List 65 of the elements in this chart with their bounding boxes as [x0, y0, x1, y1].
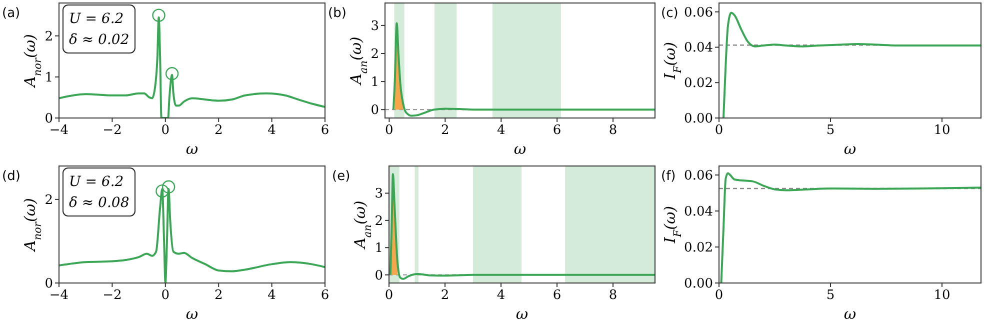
x-tick-label: 0 — [714, 288, 724, 303]
y-tick-label: 0.02 — [684, 240, 713, 256]
x-tick-label: 0 — [161, 288, 170, 303]
line-series — [720, 172, 981, 283]
y-tick-label: 0.06 — [684, 168, 713, 184]
y-tick-label: 2 — [374, 214, 383, 229]
x-tick-label: −2 — [102, 123, 122, 138]
line-series — [392, 22, 655, 117]
chart-title: (b) — [328, 6, 346, 21]
x-tick-label: 0 — [714, 123, 724, 138]
y-tick-label: 0.02 — [684, 76, 713, 92]
x-tick-label: 5 — [826, 288, 835, 303]
x-tick-label: 4 — [496, 123, 506, 138]
chart-title: (e) — [332, 169, 350, 184]
x-tick-label: 4 — [496, 288, 506, 303]
y-tick-label: 2 — [370, 46, 379, 62]
y-tick-label: 0 — [370, 103, 379, 118]
x-tick-label: 6 — [552, 288, 562, 303]
x-tick-label: −2 — [102, 288, 122, 303]
x-tick-label: 4 — [268, 123, 276, 138]
x-tick-label: 8 — [608, 288, 618, 303]
y-tick-label: 0.04 — [684, 204, 713, 220]
x-tick-label: 2 — [214, 123, 223, 138]
x-tick-label: 8 — [608, 123, 618, 138]
annotation: δ ≈ 0.02 — [69, 32, 130, 48]
y-tick-label: 1 — [370, 75, 379, 90]
chart-title: (a) — [2, 6, 20, 21]
x-tick-label: 0 — [385, 123, 394, 138]
y-tick-label: 2 — [44, 29, 53, 44]
x-axis-title: ω — [514, 140, 526, 158]
y-tick-label: 2 — [44, 192, 53, 208]
y-tick-label: 0.06 — [684, 5, 713, 20]
line-series — [389, 173, 655, 280]
x-tick-label: 2 — [440, 288, 450, 303]
x-axis-title: ω — [186, 305, 198, 323]
x-tick-label: 10 — [934, 123, 950, 138]
x-axis-title: ω — [186, 140, 198, 158]
x-axis-title: ω — [516, 305, 528, 323]
x-axis-title: ω — [844, 305, 856, 323]
x-tick-label: 0 — [384, 288, 394, 303]
annotation: U = 6.2 — [69, 11, 124, 27]
x-tick-label: 5 — [826, 123, 835, 138]
y-tick-label: 1 — [374, 241, 383, 256]
x-tick-label: 10 — [934, 288, 950, 303]
x-tick-label: 6 — [320, 123, 330, 138]
x-tick-label: 6 — [320, 288, 330, 303]
y-tick-label: 0.04 — [684, 40, 713, 56]
y-tick-label: 0 — [374, 268, 383, 284]
chart-title: (d) — [2, 169, 20, 184]
y-tick-label: 3 — [374, 186, 383, 202]
annotation: δ ≈ 0.08 — [69, 195, 130, 211]
x-tick-label: 4 — [268, 288, 276, 303]
line-series — [722, 12, 981, 118]
x-axis-title: ω — [844, 140, 856, 158]
x-tick-label: 0 — [161, 123, 170, 138]
x-tick-label: 6 — [552, 123, 562, 138]
annotation: U = 6.2 — [69, 174, 124, 190]
y-tick-label: 0.00 — [684, 112, 713, 126]
y-tick-label: 0.00 — [684, 276, 713, 292]
y-tick-label: 3 — [370, 18, 379, 34]
y-tick-label: 1 — [44, 70, 53, 86]
chart-title: (c) — [661, 6, 678, 21]
chart-title: (f) — [661, 169, 676, 184]
x-tick-label: 2 — [441, 123, 450, 138]
x-tick-label: 2 — [214, 288, 223, 303]
